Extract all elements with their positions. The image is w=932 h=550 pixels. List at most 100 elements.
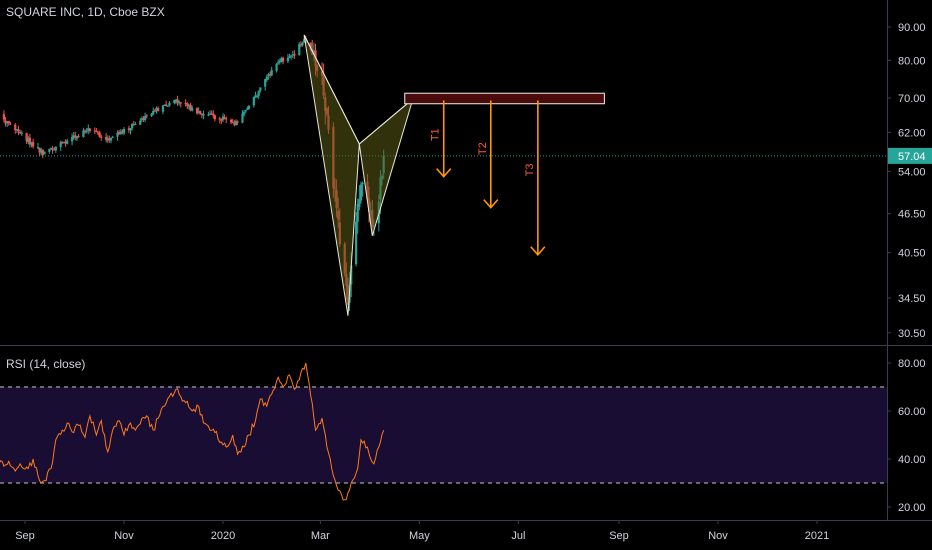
candle-down [32,138,35,149]
target-arrow-head [483,199,499,209]
candle-up [43,151,46,155]
candle-body [301,42,304,46]
candle-body [264,79,267,87]
candle-up [202,110,205,120]
candle-body [173,100,176,103]
candle-up [70,133,74,146]
candle-body [150,113,153,117]
candle-down [17,125,20,136]
candle-down [53,147,56,151]
candle-down [88,127,92,133]
candle-up [20,130,23,136]
rsi-tick-label: 20.00 [898,502,926,514]
target-zone-box [404,92,605,105]
time-tick-label: 2021 [805,530,829,542]
candle-up [36,142,40,150]
candle-body [213,115,216,120]
time-tick-label: May [409,530,430,542]
time-axis[interactable]: Sep Nov 2020 Mar May Jul Sep Nov 2021 [15,520,829,542]
candle-up [252,96,255,108]
pattern-outline [303,34,414,145]
candle-body [236,121,239,123]
candle-up [49,147,53,150]
candle-body [230,119,233,123]
candle-up [122,126,126,136]
candle-body [74,135,77,138]
candle-down [38,147,41,157]
candle-body [95,131,98,133]
candle-down [223,114,226,120]
candle-body [354,221,358,265]
price-tick-label: 90.00 [898,22,926,34]
price-axis[interactable]: 90.00 80.00 70.00 62.00 54.00 46.50 40.50 34.50… [887,22,926,340]
candle-up [244,109,247,114]
candle-down [218,116,221,124]
target-arrow-t3: T3 [524,100,546,256]
candle-up [155,106,158,114]
candle-body [234,121,238,126]
candle-up [143,112,147,123]
candle-body [176,99,179,103]
candle-down [77,134,80,138]
candle-body [270,70,273,76]
candle-body [62,142,66,144]
candle-body [290,55,293,57]
candle-up [82,127,85,138]
candle-body [155,107,158,111]
candle-up [131,122,134,131]
candle-body [359,184,363,201]
candle-body [303,38,306,43]
candle-body [309,42,312,50]
candle-up [152,107,155,116]
candle-body [70,137,74,142]
candle-body [15,129,18,131]
candle-up [119,129,122,135]
time-tick-label: Mar [311,530,330,542]
price-panel: T1 T2 T3 [0,34,887,316]
candle-body [54,146,57,151]
candle-down [268,71,272,78]
candle-down [165,100,168,107]
candle-body [202,114,205,116]
candle-body [119,131,122,135]
candle-up [139,118,142,126]
candle-body [40,149,43,153]
candle-body [82,130,85,138]
candle-body [87,128,90,131]
candle-up [30,141,33,148]
candle-body [88,128,92,132]
candle-body [286,57,290,62]
rsi-axis[interactable]: 80.00 60.00 40.00 20.00 [887,358,926,514]
chart-title: SQUARE INC, 1D, Cboe BZX [6,5,165,19]
candle-up [72,131,75,140]
candle-up [254,91,257,98]
candle-body [277,62,280,64]
candle-down [200,113,204,119]
candle-body [163,104,166,106]
rsi-tick-label: 40.00 [898,454,926,466]
price-tick-label: 34.50 [898,293,926,305]
candle-body [43,151,46,155]
candle-body [288,56,291,58]
candle-body [189,104,192,111]
candle-down [64,139,67,147]
candle-body [267,74,270,76]
candle-body [121,131,124,133]
candle-down [127,125,130,134]
rsi-tick-label: 80.00 [898,358,926,370]
candle-body [30,142,33,145]
candle-up [298,42,301,56]
candle-down [51,145,54,154]
candle-body [139,120,142,125]
target-label: T2 [477,142,489,155]
candle-body [210,113,213,115]
candle-body [153,110,156,112]
candle-down [210,110,213,115]
candle-up [241,110,244,124]
candle-body [61,141,64,144]
candle-down [132,120,135,126]
candle-body [178,101,181,104]
time-tick-label: Nov [708,530,728,542]
candle-body [98,132,101,137]
candle-down [153,109,156,112]
